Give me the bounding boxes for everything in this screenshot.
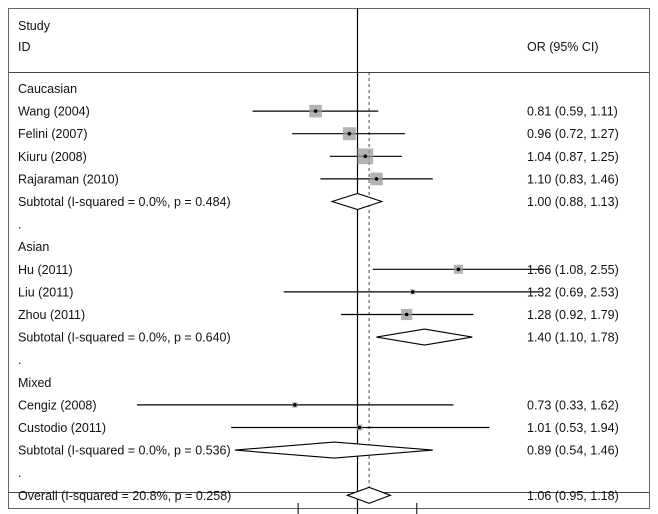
dot-label: .: [18, 466, 21, 480]
row-10-or-ci-text: 1.32 (0.69, 2.53): [527, 285, 619, 299]
row-16-or-ci-text: 1.01 (0.53, 1.94): [527, 421, 619, 435]
subtotal-label: Subtotal (I-squared = 0.0%, p = 0.484): [18, 195, 231, 209]
row-4-or-ci-text: 1.04 (0.87, 1.25): [527, 150, 619, 164]
row-12-pooled-diamond: [376, 328, 473, 346]
row-10-point-estimate: [410, 290, 415, 294]
row-6-pooled-diamond: [330, 192, 384, 211]
row-9-or-ci-text: 1.66 (1.08, 2.55): [527, 263, 619, 277]
plot-border: [8, 8, 650, 509]
row-4-point-estimate: [363, 154, 368, 159]
row-11-or-ci-text: 1.28 (0.92, 1.79): [527, 308, 619, 322]
row-11-point-estimate: [404, 312, 409, 317]
row-2-point-estimate: [313, 109, 318, 113]
study-label: Custodio (2011): [18, 421, 106, 435]
group-label: Mixed: [18, 376, 51, 390]
row-17-or-ci-text: 0.89 (0.54, 1.46): [527, 444, 619, 458]
row-16-point-estimate: [357, 425, 362, 430]
header-effect-label: OR (95% CI): [527, 40, 599, 54]
dot-label: .: [18, 353, 21, 367]
subtotal-label: Subtotal (I-squared = 0.0%, p = 0.536): [18, 444, 231, 458]
row-19-or-ci-text: 1.06 (0.95, 1.18): [527, 489, 619, 503]
study-label: Cengiz (2008): [18, 398, 97, 412]
study-label: Hu (2011): [18, 263, 73, 277]
overall-label: Overall (I-squared = 20.8%, p = 0.258): [18, 489, 231, 503]
row-6-or-ci-text: 1.00 (0.88, 1.13): [527, 195, 619, 209]
row-5-point-estimate: [374, 177, 379, 181]
study-label: Wang (2004): [18, 105, 90, 119]
study-label: Rajaraman (2010): [18, 172, 119, 186]
row-9-point-estimate: [456, 267, 461, 272]
row-3-point-estimate: [347, 131, 352, 136]
study-label: Liu (2011): [18, 285, 73, 299]
group-label: Asian: [18, 240, 49, 254]
study-label: Felini (2007): [18, 127, 87, 141]
row-12-or-ci-text: 1.40 (1.10, 1.78): [527, 331, 619, 345]
row-15-or-ci-text: 0.73 (0.33, 1.62): [527, 398, 619, 412]
dot-label: .: [18, 218, 21, 232]
row-19-pooled-diamond: [345, 486, 393, 504]
header-id-label: ID: [18, 40, 31, 54]
study-label: Zhou (2011): [18, 308, 85, 322]
group-label: Caucasian: [18, 82, 77, 96]
header-study-label: Study: [18, 19, 51, 33]
row-5-or-ci-text: 1.10 (0.83, 1.46): [527, 172, 619, 186]
row-15-point-estimate: [293, 403, 297, 407]
row-17-pooled-diamond: [234, 441, 433, 459]
study-label: Kiuru (2008): [18, 150, 87, 164]
row-3-or-ci-text: 0.96 (0.72, 1.27): [527, 127, 619, 141]
subtotal-label: Subtotal (I-squared = 0.0%, p = 0.640): [18, 331, 231, 345]
row-2-or-ci-text: 0.81 (0.59, 1.11): [527, 105, 618, 119]
